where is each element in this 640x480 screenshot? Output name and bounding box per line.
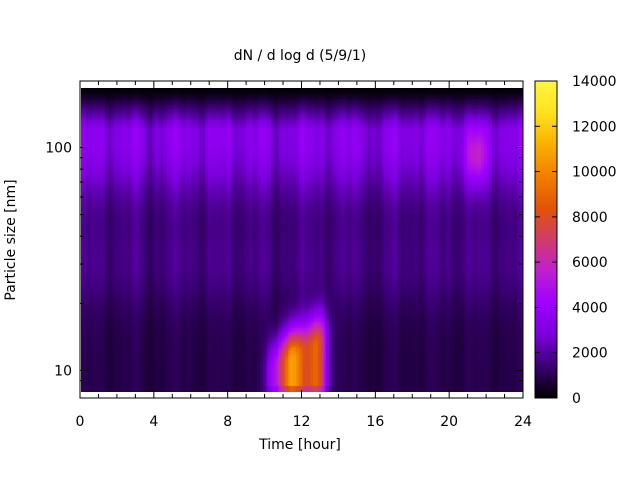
colorbar-tick-label: 4000: [572, 300, 608, 316]
x-tick-label: 8: [223, 414, 232, 430]
colorbar-tick-label: 6000: [572, 255, 608, 271]
x-tick-label: 0: [76, 414, 85, 430]
y-axis: 10 100: [45, 141, 523, 382]
colorbar-tick-label: 14000: [572, 74, 617, 90]
colorbar-gradient: [534, 80, 558, 399]
colorbar-tick-label: 8000: [572, 210, 608, 226]
x-axis: 0 4 8 12 16 20 24: [76, 81, 532, 430]
colorbar-tick-label: 0: [572, 391, 581, 407]
x-tick-label: 24: [514, 414, 532, 430]
x-tick-label: 4: [149, 414, 158, 430]
x-axis-label: Time [hour]: [258, 437, 341, 453]
heatmap-image: [81, 88, 523, 392]
x-tick-label: 20: [440, 414, 458, 430]
colorbar-tick-label: 10000: [572, 165, 617, 181]
colorbar: 0 2000 4000 6000 8000 10000 12000 14000: [534, 74, 617, 407]
x-tick-label: 16: [366, 414, 384, 430]
y-axis-label: Particle size [nm]: [3, 179, 19, 300]
x-tick-label: 12: [293, 414, 311, 430]
colorbar-tick-label: 2000: [572, 346, 608, 362]
plot-area: [79, 80, 524, 399]
y-tick-label: 10: [54, 363, 72, 379]
chart-title: dN / d log d (5/9/1): [234, 48, 367, 64]
colorbar-tick-label: 12000: [572, 119, 617, 135]
y-tick-label: 100: [45, 141, 72, 157]
